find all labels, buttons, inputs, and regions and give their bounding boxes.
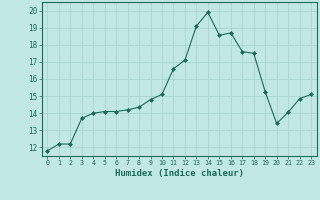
X-axis label: Humidex (Indice chaleur): Humidex (Indice chaleur) [115,169,244,178]
